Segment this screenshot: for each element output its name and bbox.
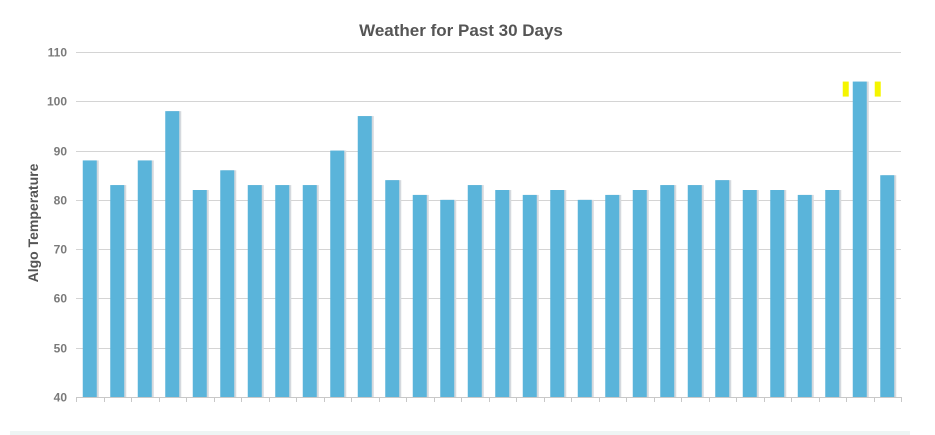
grid	[76, 52, 902, 402]
bar	[742, 190, 757, 397]
bar	[467, 185, 482, 397]
chart-title: Weather for Past 30 Days	[359, 21, 563, 40]
bar	[495, 190, 510, 397]
bar	[605, 194, 620, 397]
bar	[192, 190, 207, 397]
bar	[687, 185, 702, 397]
bar	[770, 190, 785, 397]
bar	[220, 170, 235, 397]
y-tick-label: 50	[54, 342, 68, 356]
bar	[275, 185, 290, 397]
bar	[715, 180, 730, 397]
bar	[522, 194, 537, 397]
bar	[577, 199, 592, 397]
highlight-marker	[874, 81, 881, 97]
bar	[660, 185, 675, 397]
y-tick-label: 70	[54, 243, 68, 257]
y-axis: 40 50 60 70 80 90 100 110	[47, 46, 67, 405]
y-tick-label: 80	[54, 194, 68, 208]
y-axis-label: Algo Temperature	[25, 163, 41, 282]
y-tick-label: 110	[48, 46, 68, 60]
bar	[110, 185, 125, 397]
bar	[797, 194, 812, 397]
bar	[412, 194, 427, 397]
bar	[880, 175, 895, 397]
bar	[357, 116, 372, 398]
bar	[385, 180, 400, 397]
bar	[330, 150, 345, 397]
bars	[82, 81, 897, 398]
bar	[852, 81, 867, 398]
y-tick-label: 60	[54, 292, 68, 306]
footer-strip	[10, 431, 910, 435]
bar	[82, 160, 97, 397]
y-tick-label: 90	[54, 145, 68, 159]
highlight-markers	[842, 81, 881, 97]
bar	[165, 111, 180, 398]
bar	[550, 190, 565, 397]
bar	[247, 185, 262, 397]
bar	[440, 199, 455, 397]
y-tick-label: 40	[54, 391, 68, 405]
y-tick-label: 100	[47, 95, 67, 109]
bar	[632, 190, 647, 397]
highlight-marker	[842, 81, 849, 97]
bar	[825, 190, 840, 397]
bar	[137, 160, 152, 397]
bar	[302, 185, 317, 397]
